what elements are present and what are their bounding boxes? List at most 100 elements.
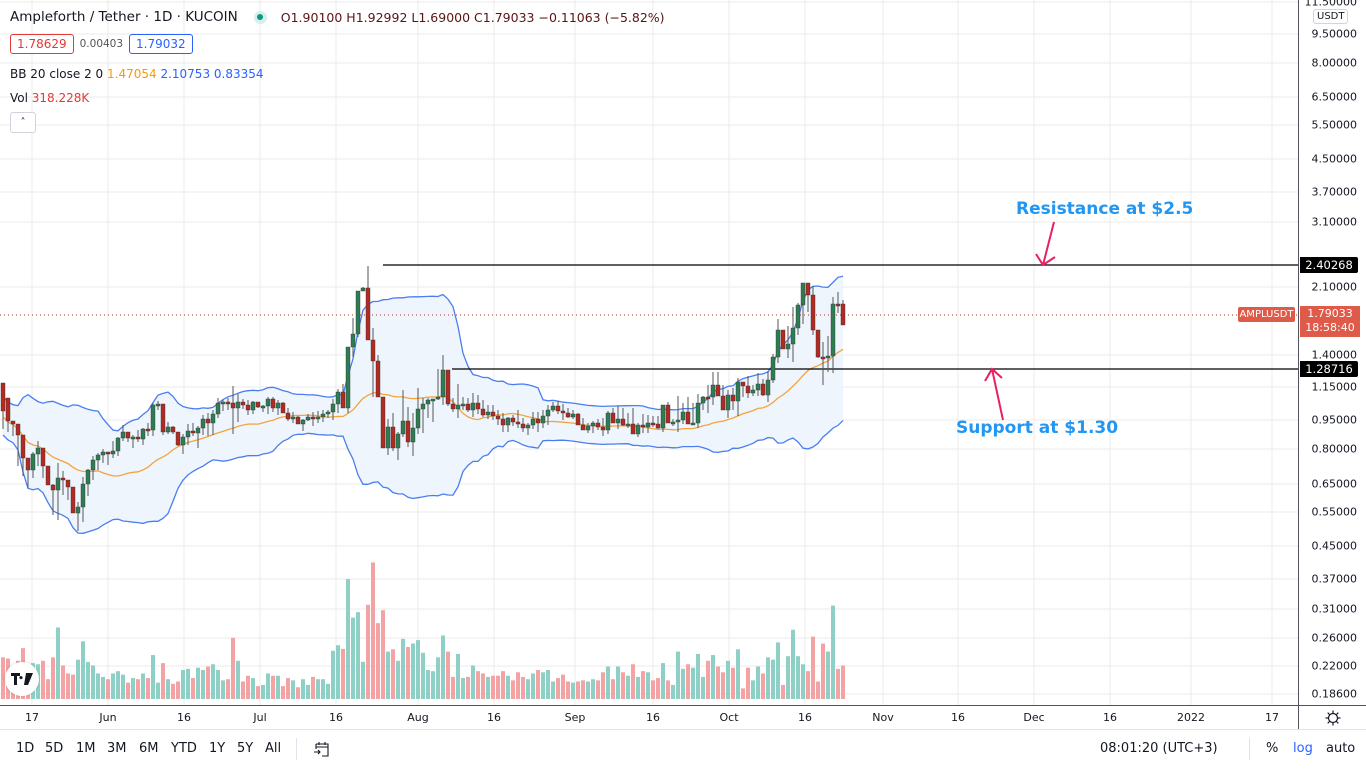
range-3m-button[interactable]: 3M	[107, 741, 127, 756]
volume-bar	[646, 672, 650, 699]
volume-bar	[91, 665, 95, 699]
range-1m-button[interactable]: 1M	[76, 741, 96, 756]
candle-body	[135, 436, 141, 440]
candle-body	[445, 369, 451, 405]
symbol-price-label: AMPLUSDT	[1238, 307, 1295, 322]
candle-body	[410, 427, 416, 443]
volume-bar	[651, 680, 655, 699]
time-tick: Jul	[253, 711, 267, 724]
candle-body	[515, 421, 521, 425]
price-tick: 0.37000	[1311, 572, 1358, 586]
last-price-value: 1.79033	[1307, 307, 1353, 320]
price-tick: 9.50000	[1311, 27, 1358, 41]
candle-body	[695, 402, 701, 424]
volume-bar	[281, 686, 285, 699]
range-5d-button[interactable]: 5D	[45, 741, 64, 756]
range-1y-button[interactable]: 1Y	[209, 741, 226, 756]
price-tick: 3.70000	[1311, 185, 1358, 199]
volume-bar	[386, 651, 390, 699]
candle-body	[315, 416, 321, 420]
price-tick: 0.45000	[1311, 539, 1358, 553]
time-axis[interactable]: 17 Jun 16 Jul 16 Aug 16 Sep 16 Oct 16 Nov 16 Dec 16 202…	[0, 705, 1298, 730]
volume-bar	[691, 667, 695, 699]
volume-bar	[841, 665, 845, 699]
volume-legend[interactable]: Vol 318.228K	[10, 91, 89, 105]
candle-body	[350, 333, 356, 348]
candle-body	[175, 431, 181, 446]
price-chart[interactable]	[0, 0, 1298, 705]
candle-body	[550, 405, 556, 411]
resistance-arrow-icon	[1035, 221, 1056, 267]
market-status-icon[interactable]	[253, 10, 267, 24]
volume-bar	[311, 676, 315, 699]
time-tick: 17	[1265, 711, 1279, 724]
range-6m-button[interactable]: 6M	[139, 741, 159, 756]
candle-body	[185, 430, 191, 438]
time-tick: 16	[487, 711, 501, 724]
time-tick: 2022	[1177, 711, 1205, 724]
support-annotation[interactable]: Support at $1.30	[956, 418, 1119, 438]
volume-bar	[401, 638, 405, 699]
candle-body	[240, 401, 246, 406]
volume-bar	[306, 684, 310, 699]
candle-body	[220, 401, 226, 405]
chart-settings-button[interactable]	[1298, 705, 1366, 730]
chart-pane[interactable]: Ampleforth / Tether · 1D · KUCOIN O1.901…	[0, 0, 1298, 705]
price-tick: 0.22000	[1311, 659, 1358, 673]
volume-bar	[261, 684, 265, 699]
range-ytd-button[interactable]: YTD	[171, 741, 197, 756]
candle-body	[730, 394, 736, 402]
volume-bar	[451, 676, 455, 699]
candle-body	[505, 417, 511, 426]
candle-body	[625, 423, 631, 427]
range-all-button[interactable]: All	[265, 741, 282, 756]
candle-body	[440, 369, 446, 398]
volume-bar	[821, 643, 825, 699]
volume-bar	[506, 675, 510, 699]
candle-body	[170, 426, 176, 433]
volume-bar	[196, 667, 200, 699]
price-tick: 0.18600	[1311, 687, 1358, 701]
volume-bar	[516, 672, 520, 699]
bottom-toolbar: 1D 5D 1M 3M 6M YTD 1Y 5Y All 08:01:20 (U…	[0, 729, 1366, 769]
volume-bar	[406, 647, 410, 699]
goto-date-button[interactable]	[313, 740, 331, 762]
resistance-annotation[interactable]: Resistance at $2.5	[1016, 199, 1194, 219]
collapse-legend-button[interactable]: ˄	[10, 112, 36, 133]
candle-body	[755, 383, 761, 391]
candle-body	[530, 418, 536, 426]
range-1d-button[interactable]: 1D	[16, 741, 35, 756]
volume-bar	[46, 679, 50, 699]
candle-body	[635, 424, 641, 435]
volume-bar	[551, 681, 555, 699]
volume-bar	[176, 681, 180, 699]
volume-bar	[271, 675, 275, 699]
symbol-title[interactable]: Ampleforth / Tether · 1D · KUCOIN	[10, 9, 238, 25]
auto-scale-toggle[interactable]: auto	[1326, 741, 1356, 756]
percent-scale-toggle[interactable]: %	[1266, 741, 1279, 756]
time-tick: 16	[798, 711, 812, 724]
sell-price-button[interactable]: 1.78629	[10, 34, 74, 54]
candle-body	[295, 416, 301, 425]
candle-body	[620, 418, 626, 426]
timezone-clock[interactable]: 08:01:20 (UTC+3)	[1100, 741, 1218, 756]
volume-bar	[756, 666, 760, 699]
buy-price-button[interactable]: 1.79032	[129, 34, 193, 54]
candle-body	[95, 454, 101, 461]
bollinger-legend[interactable]: BB 20 close 2 0 1.47054 2.10753 0.83354	[10, 67, 264, 81]
volume-bar	[136, 679, 140, 699]
price-axis[interactable]: 11.50000 9.50000 8.00000 6.50000 5.50000 4.50…	[1298, 0, 1366, 705]
toolbar-divider	[1249, 738, 1250, 760]
low-value: 1.69000	[418, 9, 471, 25]
volume-bar	[666, 680, 670, 699]
volume-bar	[241, 681, 245, 699]
candle-body	[720, 395, 726, 411]
currency-button[interactable]: USDT	[1313, 9, 1349, 24]
volume-bar	[186, 668, 190, 699]
candle-body	[785, 343, 791, 350]
volume-bar	[246, 675, 250, 699]
price-tick: 11.50000	[1304, 0, 1358, 9]
range-5y-button[interactable]: 5Y	[237, 741, 254, 756]
log-scale-toggle[interactable]: log	[1293, 741, 1313, 756]
tradingview-logo[interactable]	[5, 662, 39, 696]
